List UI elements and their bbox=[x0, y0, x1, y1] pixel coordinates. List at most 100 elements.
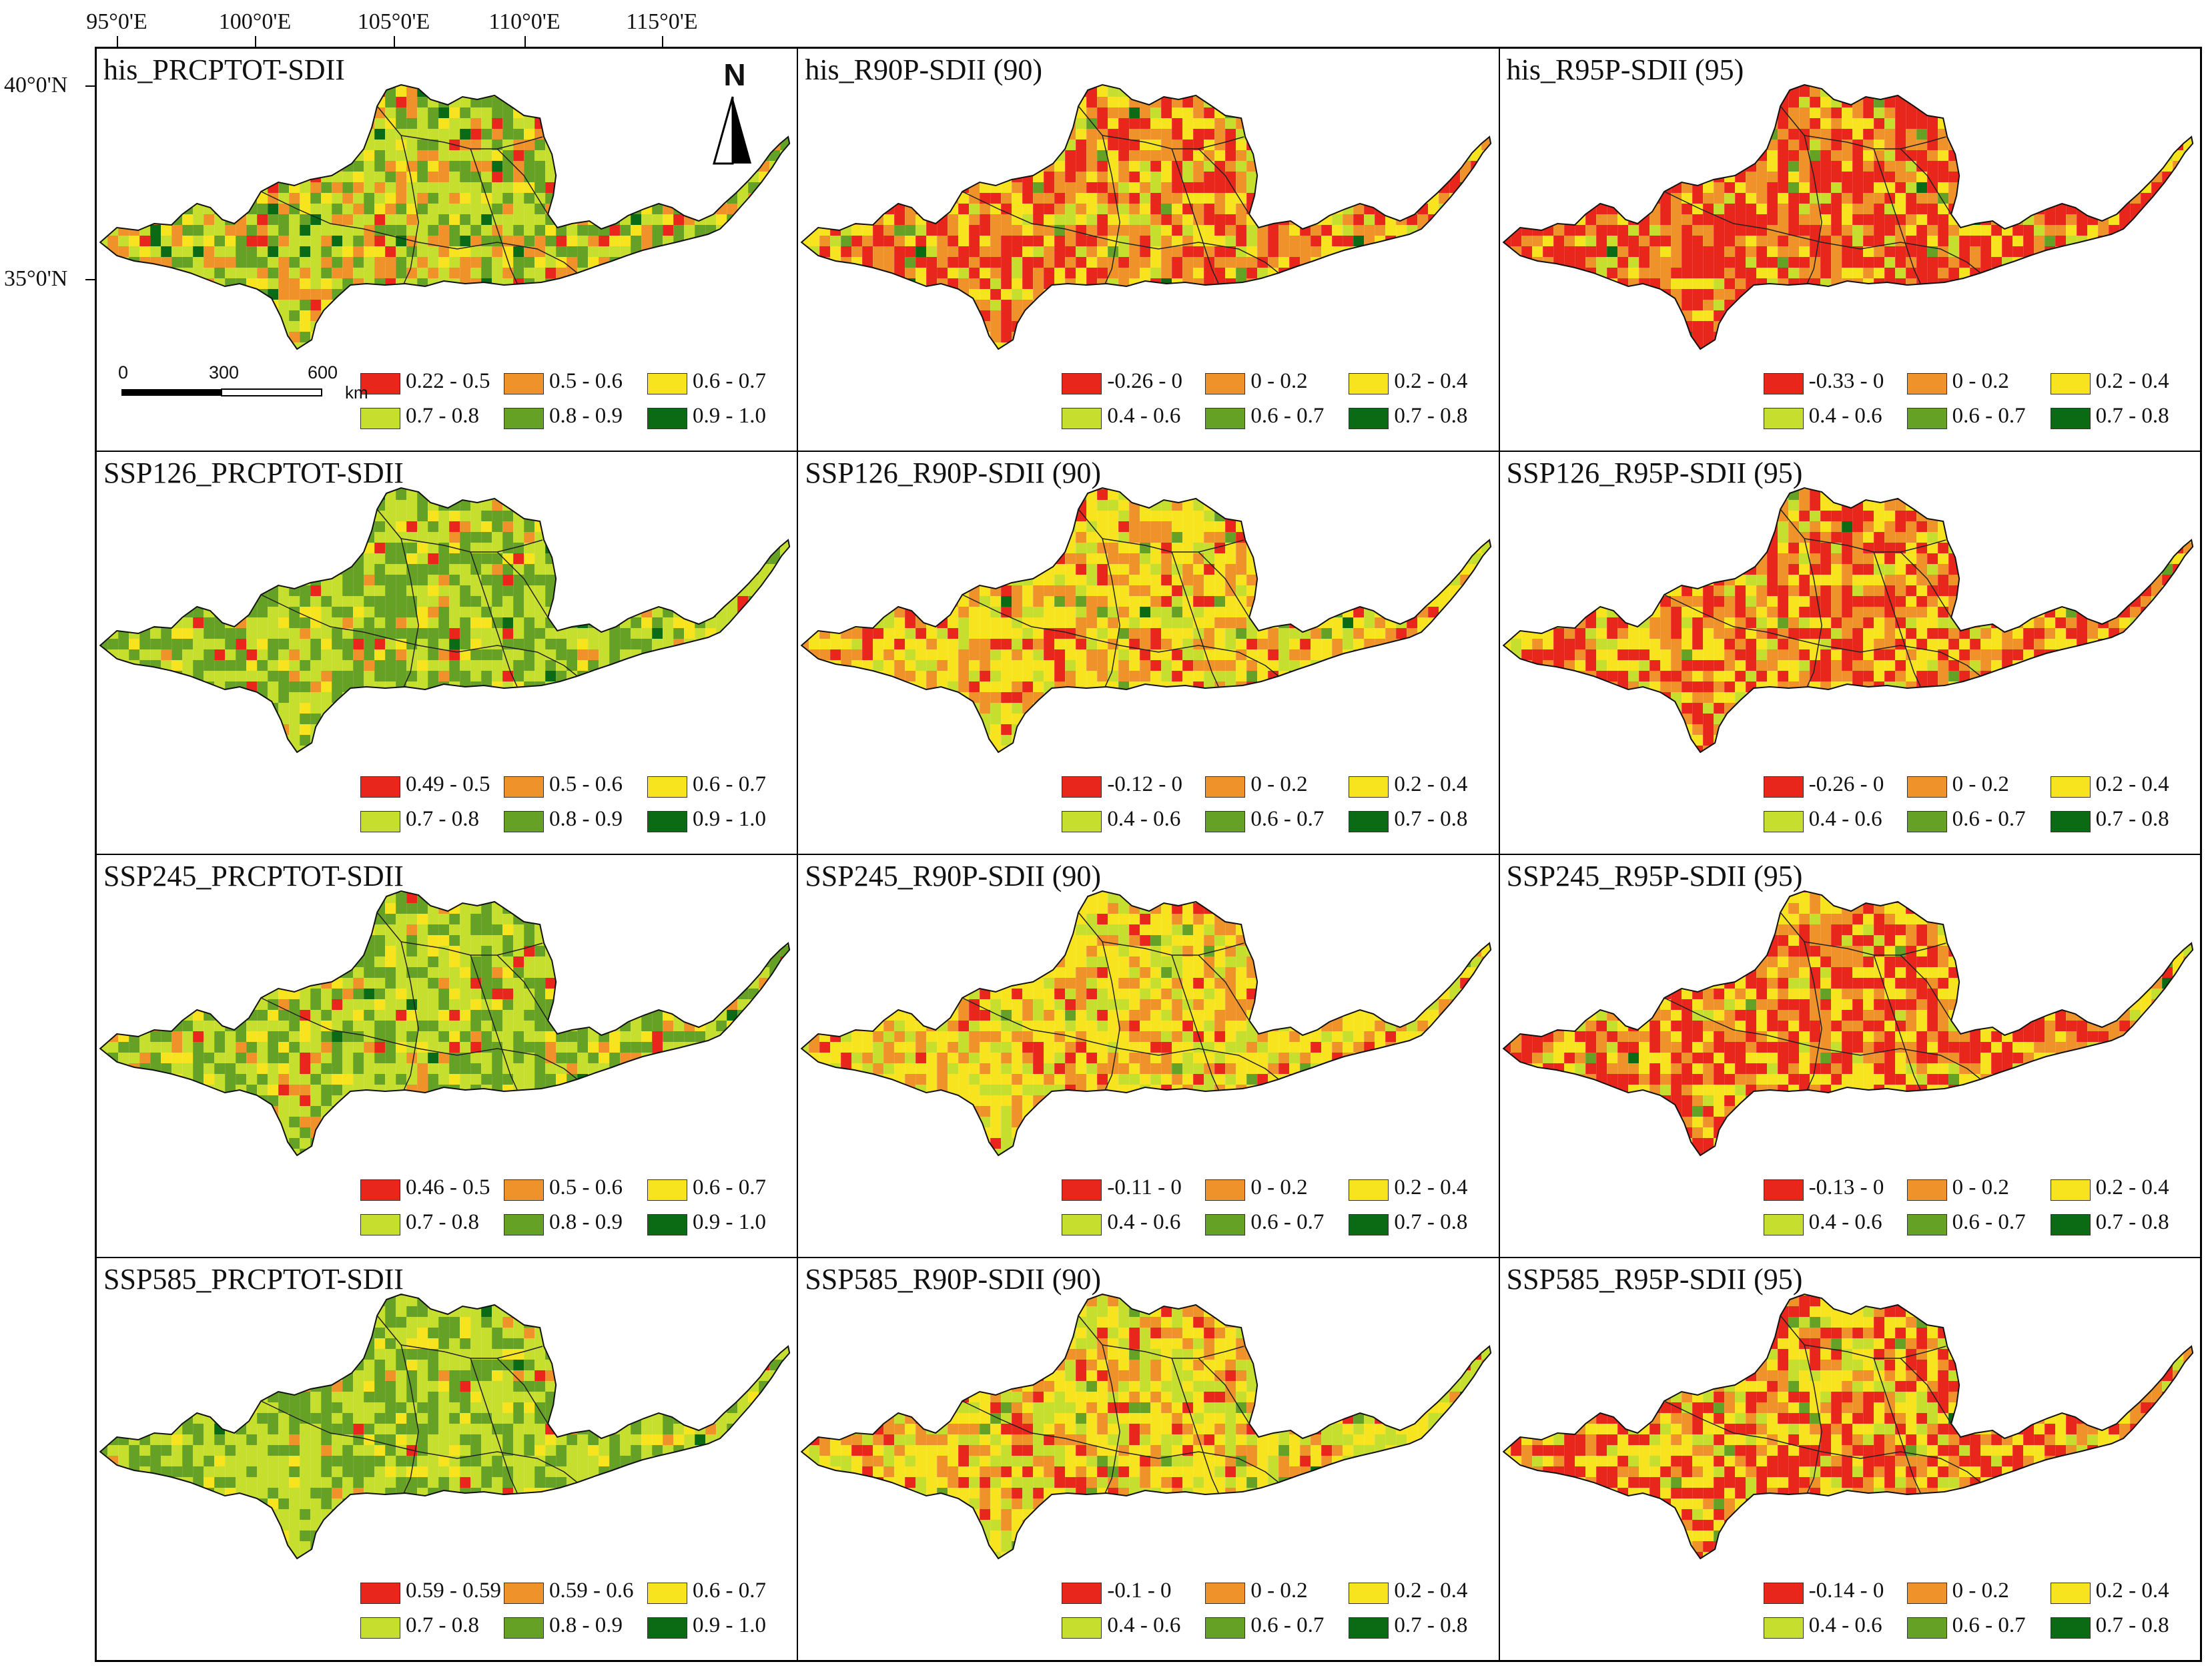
map-panel-grid: his_PRCPTOT-SDII 0.22 - 0.5 0.5 - 0.6 0.6 -… bbox=[95, 47, 2202, 1662]
legend-swatch bbox=[1062, 776, 1102, 798]
legend-swatch bbox=[1763, 373, 1804, 394]
sub-basin-boundary bbox=[1821, 242, 1981, 274]
map-panel: SSP126_R95P-SDII (95) -0.26 - 0 0 - 0.2 0.2… bbox=[1499, 451, 2201, 854]
legend-item: 0.7 - 0.8 bbox=[2050, 402, 2187, 435]
yellow-river-basin-map bbox=[800, 890, 1492, 1157]
scale-bar-graphic bbox=[121, 388, 322, 396]
legend-label: 0 - 0.2 bbox=[1952, 1175, 2009, 1200]
legend-label: 0.6 - 0.7 bbox=[1952, 807, 2026, 832]
panel-title: SSP245_PRCPTOT-SDII bbox=[103, 859, 404, 893]
legend-swatch bbox=[1906, 1179, 1947, 1201]
legend-label: 0.7 - 0.8 bbox=[406, 404, 479, 429]
sub-basin-boundary bbox=[260, 1400, 419, 1452]
sub-basin-boundary bbox=[1078, 1315, 1121, 1494]
raster-layer bbox=[100, 891, 790, 1155]
legend-label: 0 - 0.2 bbox=[1250, 369, 1307, 394]
legend-swatch bbox=[1349, 1583, 1389, 1604]
legend-item: 0.2 - 0.4 bbox=[1349, 1577, 1485, 1609]
yellow-river-basin-map bbox=[99, 487, 791, 754]
legend-item: 0.6 - 0.7 bbox=[647, 1174, 784, 1206]
yellow-river-basin-map bbox=[800, 83, 1492, 350]
legend-label: 0.2 - 0.4 bbox=[2096, 1175, 2169, 1200]
basin-outline bbox=[99, 487, 791, 754]
legend-item: 0 - 0.2 bbox=[1205, 1174, 1342, 1206]
legend: -0.1 - 0 0 - 0.2 0.2 - 0.4 0.4 - 0.6 0.6 - 0… bbox=[1062, 1577, 1489, 1651]
legend-label: 0.7 - 0.8 bbox=[406, 1613, 479, 1638]
legend-swatch bbox=[2050, 1617, 2091, 1639]
legend-label: -0.26 - 0 bbox=[1107, 369, 1182, 394]
legend-swatch bbox=[360, 373, 400, 394]
legend-label: 0.7 - 0.8 bbox=[2096, 807, 2169, 832]
legend: -0.14 - 0 0 - 0.2 0.2 - 0.4 0.4 - 0.6 0.6 - … bbox=[1763, 1577, 2191, 1651]
sub-basin-boundary bbox=[418, 242, 578, 274]
legend-swatch bbox=[1763, 811, 1804, 832]
yellow-river-basin-map bbox=[800, 1293, 1492, 1560]
legend-label: 0.8 - 0.9 bbox=[549, 807, 623, 832]
legend-swatch bbox=[360, 776, 400, 798]
legend-swatch bbox=[1205, 1583, 1246, 1604]
legend-swatch bbox=[647, 1179, 687, 1201]
legend-swatch bbox=[504, 776, 544, 798]
legend-swatch bbox=[2050, 1583, 2091, 1604]
scale-label: 600 bbox=[308, 362, 338, 383]
legend-swatch bbox=[1763, 1583, 1804, 1604]
legend-label: 0.4 - 0.6 bbox=[1809, 1210, 1882, 1235]
panel-title: SSP126_R90P-SDII (90) bbox=[805, 456, 1101, 490]
basin-outline bbox=[99, 83, 791, 350]
legend-item: 0.22 - 0.5 bbox=[360, 368, 497, 400]
sub-basin-boundary bbox=[401, 941, 543, 956]
sub-basin-boundary bbox=[1900, 1358, 1952, 1424]
legend-item: 0.4 - 0.6 bbox=[1062, 1209, 1198, 1241]
lon-label-115e: 115°0'E bbox=[626, 9, 697, 35]
legend-swatch bbox=[1062, 811, 1102, 832]
legend-item: 0.59 - 0.6 bbox=[504, 1577, 641, 1609]
legend-label: 0 - 0.2 bbox=[1250, 1579, 1307, 1603]
legend-label: 0.7 - 0.8 bbox=[2096, 404, 2169, 429]
yellow-river-basin-map bbox=[1502, 890, 2193, 1157]
legend-label: 0.5 - 0.6 bbox=[549, 772, 623, 797]
sub-basin-boundary bbox=[470, 551, 518, 687]
legend-label: 0.4 - 0.6 bbox=[1809, 1613, 1882, 1638]
legend-item: 0.2 - 0.4 bbox=[1349, 368, 1485, 400]
sub-basin-boundary bbox=[401, 1344, 543, 1359]
legend-item: 0.8 - 0.9 bbox=[504, 806, 641, 838]
lon-label-105e: 105°0'E bbox=[358, 9, 430, 35]
raster-layer bbox=[1503, 488, 2193, 752]
legend-label: 0.9 - 1.0 bbox=[693, 1613, 766, 1638]
raster-layer bbox=[801, 488, 1491, 752]
map-panel: SSP126_PRCPTOT-SDII 0.49 - 0.5 0.5 - 0.6 0.… bbox=[96, 451, 798, 854]
raster-layer bbox=[1503, 891, 2193, 1155]
legend-label: 0 - 0.2 bbox=[1250, 1175, 1307, 1200]
legend-item: -0.11 - 0 bbox=[1062, 1174, 1198, 1206]
legend-item: 0 - 0.2 bbox=[1205, 368, 1342, 400]
sub-basin-boundary bbox=[1873, 954, 1921, 1091]
legend-swatch bbox=[2050, 408, 2091, 429]
legend-swatch bbox=[504, 1583, 544, 1604]
legend-label: -0.14 - 0 bbox=[1809, 1579, 1884, 1603]
legend-swatch bbox=[1205, 373, 1246, 394]
legend-item: 0.6 - 0.7 bbox=[1205, 1209, 1342, 1241]
sub-basin-boundary bbox=[496, 954, 548, 1021]
yellow-river-basin-map bbox=[1502, 1293, 2193, 1560]
legend-item: 0 - 0.2 bbox=[1205, 771, 1342, 803]
panel-title: SSP126_PRCPTOT-SDII bbox=[103, 456, 404, 490]
legend-label: -0.33 - 0 bbox=[1809, 369, 1884, 394]
legend-swatch bbox=[504, 373, 544, 394]
legend-swatch bbox=[1906, 776, 1947, 798]
sub-basin-boundary bbox=[418, 1451, 578, 1483]
panel-title: SSP585_R90P-SDII (90) bbox=[805, 1262, 1101, 1296]
sub-basin-boundary bbox=[1102, 1344, 1244, 1359]
legend-swatch bbox=[1205, 408, 1246, 429]
basin-outline bbox=[800, 83, 1492, 350]
legend-item: 0.6 - 0.7 bbox=[1906, 806, 2044, 838]
basin-outline bbox=[99, 1293, 791, 1560]
legend-item: 0.2 - 0.4 bbox=[2050, 1174, 2187, 1206]
legend-item: 0.6 - 0.7 bbox=[1205, 806, 1342, 838]
legend-label: 0.2 - 0.4 bbox=[2096, 369, 2169, 394]
legend-swatch bbox=[1763, 408, 1804, 429]
sub-basin-boundary bbox=[1078, 105, 1121, 284]
sub-basin-boundary bbox=[496, 148, 548, 215]
sub-basin-boundary bbox=[1821, 1451, 1981, 1483]
legend-swatch bbox=[1062, 408, 1102, 429]
legend-label: 0.2 - 0.4 bbox=[2096, 1579, 2169, 1603]
